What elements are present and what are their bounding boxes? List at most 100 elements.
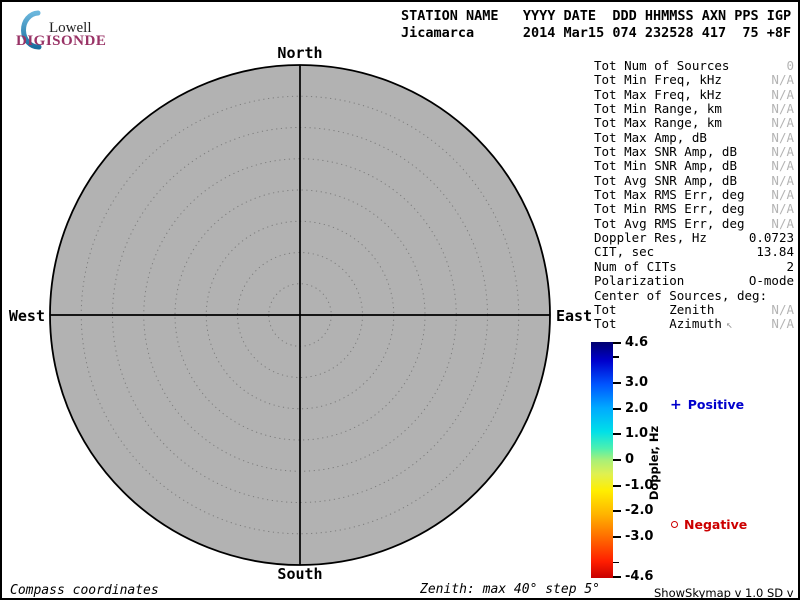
compass-label-south: South: [277, 565, 323, 583]
stat-label: Tot Min Range, km: [594, 101, 722, 117]
legend-positive-label: Positive: [687, 397, 745, 412]
stat-value: N/A: [771, 86, 794, 102]
colorbar-minor-tick: [613, 561, 619, 564]
stat-value: O-mode: [748, 273, 794, 289]
logo-lowell-text: Lowell: [49, 20, 92, 36]
colorbar-tick: [613, 510, 621, 513]
stat-value: N/A: [771, 316, 794, 332]
mouse-cursor-icon: ↖: [725, 318, 733, 332]
legend-positive: + Positive: [670, 397, 744, 412]
stat-value: 0.0723: [748, 230, 794, 246]
digisonde-logo-arc-icon: [21, 10, 42, 50]
station-header: STATION NAME YYYY DATE DDD HHMMSS AXN PP…: [401, 8, 791, 42]
skymap-polar-plot: [49, 64, 551, 566]
colorbar-tick: [613, 407, 621, 410]
coordinates-mode-label: Compass coordinates: [10, 583, 159, 598]
stat-row: Tot Avg SNR Amp, dB N/A: [594, 172, 794, 188]
stat-label: Tot Min Freq, kHz: [594, 72, 722, 88]
colorbar-tick-label: -2.0: [625, 502, 654, 518]
stat-label: Doppler Res, Hz: [594, 230, 707, 246]
stat-label: Tot Avg RMS Err, deg: [594, 215, 745, 231]
stat-row: CIT, sec 13.84: [594, 244, 794, 260]
stat-value: N/A: [771, 187, 794, 203]
stat-row: Tot Zenith N/A: [594, 301, 794, 317]
stat-row: Tot Max RMS Err, deg N/A: [594, 187, 794, 203]
colorbar-tick: [613, 484, 621, 487]
stat-row: Doppler Res, Hz 0.0723: [594, 230, 794, 246]
colorbar-tick: [613, 576, 621, 578]
stat-row: Tot Max Amp, dB N/A: [594, 129, 794, 145]
colorbar-tick-label: 0: [625, 451, 635, 467]
compass-label-east: East: [556, 307, 593, 325]
stat-row: Tot Min Range, km N/A: [594, 101, 794, 117]
plus-marker-icon: +: [670, 396, 682, 413]
station-header-values: Jicamarca 2014 Mar15 074 232528 417 75 +…: [401, 25, 792, 41]
stat-value: N/A: [771, 158, 794, 174]
stat-label: Tot Max Freq, kHz: [594, 86, 722, 102]
legend-negative-label: Negative: [684, 517, 748, 532]
stat-label: Tot Zenith: [594, 301, 715, 317]
stat-label: Center of Sources, deg:: [594, 287, 768, 303]
stat-label: Tot Max Amp, dB: [594, 129, 707, 145]
stat-value: N/A: [771, 144, 794, 160]
colorbar-tick-label: -3.0: [625, 528, 654, 544]
colorbar-tick: [613, 433, 621, 436]
stat-row: Num of CITs 2: [594, 258, 794, 274]
stat-row: Tot Num of Sources 0: [594, 58, 794, 73]
stat-value: N/A: [771, 115, 794, 131]
stat-label: Polarization: [594, 273, 685, 289]
software-version-label: ShowSkymap v 1.0 SD v 4.2: [654, 586, 794, 600]
compass-label-north: North: [277, 44, 323, 62]
stat-label: Tot Max Range, km: [594, 115, 722, 131]
stat-label: Num of CITs: [594, 258, 677, 274]
colorbar-tick-label: 1.0: [625, 426, 649, 442]
colorbar-tick: [613, 382, 621, 384]
colorbar-tick-label: -4.6: [625, 568, 654, 584]
stat-value: 2: [786, 258, 794, 274]
stat-label: Tot Avg SNR Amp, dB: [594, 172, 737, 188]
stat-label: Tot Min SNR Amp, dB: [594, 158, 737, 174]
stat-label: Tot Azimuth: [594, 316, 722, 332]
stat-row: Tot Max SNR Amp, dB N/A: [594, 144, 794, 160]
colorbar-minor-tick: [613, 356, 619, 358]
logo-digisonde-text: DIGISONDE: [16, 33, 107, 49]
stat-label: Tot Num of Sources: [594, 58, 730, 73]
stats-panel: Tot Num of Sources 0 Tot Min Freq, kHz N/A…: [594, 58, 794, 332]
stat-value: N/A: [771, 172, 794, 188]
colorbar-axis-title: Doppler, Hz: [647, 425, 661, 501]
stat-value: N/A: [771, 301, 794, 317]
stat-value: N/A: [771, 201, 794, 217]
colorbar-tick: [613, 459, 621, 461]
stat-value: N/A: [771, 129, 794, 145]
stat-value: 13.84: [756, 244, 794, 260]
stat-label: CIT, sec: [594, 244, 655, 260]
stat-label: Tot Max SNR Amp, dB: [594, 144, 737, 160]
stat-row: Polarization O-mode: [594, 273, 794, 289]
stat-row: Tot Max Freq, kHz N/A: [594, 86, 794, 102]
legend-negative: Negative: [671, 517, 747, 532]
stat-label: Tot Max RMS Err, deg: [594, 187, 745, 203]
stat-value: 0: [786, 58, 794, 73]
doppler-colorbar: 4.6 3.0 2.0 1.0 0 -1.0 -2.0 -3.0 -4.6: [591, 335, 653, 584]
stat-row: Tot Azimuth ↖ N/A: [594, 316, 794, 332]
stat-value: N/A: [771, 215, 794, 231]
colorbar-tick-label: 2.0: [625, 400, 649, 416]
stat-row: Tot Min Freq, kHz N/A: [594, 72, 794, 88]
stat-value: N/A: [771, 72, 794, 88]
compass-label-west: West: [8, 307, 45, 325]
station-header-columns: STATION NAME YYYY DATE DDD HHMMSS AXN PP…: [401, 8, 792, 24]
colorbar-tick: [613, 535, 621, 538]
stat-value: N/A: [771, 101, 794, 117]
stat-label: Tot Min RMS Err, deg: [594, 201, 745, 217]
stat-row: Center of Sources, deg:: [594, 287, 794, 303]
stat-row: Tot Max Range, km N/A: [594, 115, 794, 131]
stat-row: Tot Avg RMS Err, deg N/A: [594, 215, 794, 231]
circle-marker-icon: [671, 521, 678, 528]
stat-row: Tot Min SNR Amp, dB N/A: [594, 158, 794, 174]
colorbar-tick: [613, 342, 621, 344]
axis-crosshair: [50, 65, 550, 565]
colorbar-tick-label: -1.0: [625, 477, 654, 493]
zenith-range-label: Zenith: max 40° step 5°: [420, 582, 601, 597]
colorbar-tick-label: 3.0: [625, 374, 649, 390]
colorbar-tick-label: 4.6: [625, 334, 649, 350]
